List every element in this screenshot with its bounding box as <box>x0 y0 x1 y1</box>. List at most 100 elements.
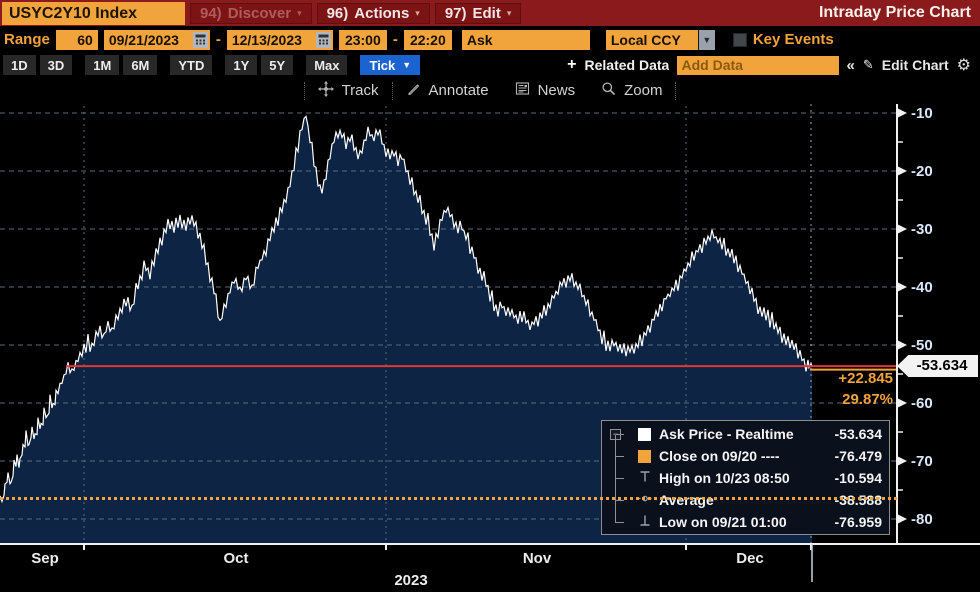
annotate-pencil-icon <box>406 81 421 100</box>
edit-chart-button[interactable]: Edit Chart <box>881 57 949 73</box>
chevron-down-icon: ▾ <box>506 7 512 18</box>
news-button[interactable]: News <box>502 81 589 100</box>
menu-label: Discover <box>227 4 292 22</box>
tab-period-3d[interactable]: 3D <box>39 55 73 75</box>
time-from-field[interactable]: 23:00 <box>338 29 387 50</box>
menu-discover[interactable]: 94) Discover ▾ <box>190 2 312 24</box>
menu-label: Actions <box>354 4 410 22</box>
y-axis-label: -10 <box>911 105 933 122</box>
chart-area: -10 -20 -30 -40 -50 -60 -70 -80 Sep Oct Nov Dec 2023… <box>0 104 980 592</box>
x-axis-month-label: Sep <box>31 550 59 567</box>
tab-period-6m[interactable]: 6M <box>123 55 158 75</box>
x-axis-month-label: Oct <box>223 550 248 567</box>
toolbar-divider <box>391 81 393 100</box>
related-data-button[interactable]: Related Data <box>584 57 669 73</box>
last-price-tag: -53.634 <box>897 355 978 377</box>
calendar-icon[interactable] <box>192 31 208 48</box>
gear-icon[interactable]: ⚙ <box>956 57 971 74</box>
legend-value: -53.634 <box>834 426 882 442</box>
y-tick-arrow-icon <box>897 398 907 408</box>
calendar-icon[interactable] <box>315 31 331 48</box>
menu-edit[interactable]: 97) Edit ▾ <box>434 2 522 24</box>
date-from-field[interactable]: 09/21/2023 <box>103 29 210 50</box>
date-to-field[interactable]: 12/13/2023 <box>226 29 333 50</box>
currency-value: Local CCY <box>605 29 698 50</box>
chevron-down-icon: ▼ <box>402 60 412 70</box>
legend-value: -76.959 <box>834 514 882 530</box>
currency-dropdown-button[interactable]: ▼ <box>697 29 715 50</box>
tab-period-1m[interactable]: 1M <box>85 55 120 75</box>
add-data-input[interactable] <box>676 55 839 75</box>
orange-swatch-icon <box>638 449 651 463</box>
tab-period-1d[interactable]: 1D <box>3 55 36 75</box>
toolbar-label: Track <box>341 82 379 99</box>
legend-row-low[interactable]: Low on 09/21 01:00 -76.959 <box>616 511 882 533</box>
chevron-down-icon: ▾ <box>415 7 420 18</box>
legend-label: High on 10/23 08:50 <box>659 470 790 486</box>
key-events-label: Key Events <box>752 31 834 48</box>
chart-toolbar: Track Annotate News Zoom <box>0 77 980 104</box>
date-from-value: 09/21/2023 <box>108 31 179 48</box>
annotate-button[interactable]: Annotate <box>393 81 502 100</box>
menu-number: 96) <box>326 4 349 22</box>
menu-label: Edit <box>472 4 501 22</box>
track-button[interactable]: Track <box>305 80 392 101</box>
legend-row-high[interactable]: High on 10/23 08:50 -10.594 <box>616 467 882 489</box>
y-axis-label: -20 <box>911 163 933 180</box>
zoom-button[interactable]: Zoom <box>588 81 675 100</box>
legend-label: Average <box>659 492 714 508</box>
toolbar-divider <box>303 81 305 100</box>
toolbar-label: Zoom <box>624 82 663 99</box>
high-marker-icon <box>638 469 652 488</box>
menu-number: 94) <box>200 4 222 22</box>
y-tick-arrow-icon <box>897 108 907 118</box>
legend-row-ask-price[interactable]: Ask Price - Realtime -53.634 <box>616 423 882 445</box>
tab-period-1y[interactable]: 1Y <box>225 55 258 75</box>
tab-period-ytd[interactable]: YTD <box>170 55 213 75</box>
legend-row-average[interactable]: Average -38.588 <box>616 489 882 511</box>
legend-tree-rail <box>615 435 616 523</box>
chart-actions: + Related Data « ✎ Edit Chart ⚙ <box>567 55 977 75</box>
close-price-dotted-line <box>0 497 897 500</box>
chevron-down-icon: ▾ <box>297 7 302 18</box>
security-field[interactable]: USYC2Y10 Index <box>2 1 185 25</box>
y-tick-arrow-icon <box>897 514 907 524</box>
chart-type-dropdown[interactable]: Tick ▼ <box>360 55 421 75</box>
toolbar-divider <box>675 81 677 100</box>
price-field-selector[interactable]: Ask <box>461 29 590 50</box>
time-to-field[interactable]: 22:20 <box>403 29 452 50</box>
legend-label: Close on 09/20 ---- <box>659 448 780 464</box>
x-axis-month-label: Nov <box>523 550 552 567</box>
y-tick-arrow-icon <box>897 166 907 176</box>
average-marker-icon <box>638 491 652 510</box>
y-axis-label: -30 <box>911 221 933 238</box>
tab-period-5y[interactable]: 5Y <box>261 55 294 75</box>
news-icon <box>515 81 530 100</box>
price-line <box>0 115 813 504</box>
y-tick-arrow-icon <box>897 456 907 466</box>
chart-legend: − Ask Price - Realtime -53.634 Close on … <box>601 420 890 535</box>
y-tick-arrow-icon <box>897 224 907 234</box>
y-axis-label: -40 <box>911 279 933 296</box>
plus-icon: + <box>567 56 577 73</box>
chevron-down-icon: ▼ <box>702 34 712 45</box>
y-axis-label: -50 <box>911 337 933 354</box>
tab-period-max[interactable]: Max <box>306 55 348 75</box>
menu-actions[interactable]: 96) Actions ▾ <box>316 2 430 24</box>
toolbar-label: News <box>537 82 576 99</box>
low-marker-icon <box>638 513 652 532</box>
chart-type-label: Tick <box>369 57 396 73</box>
time-separator: - <box>392 31 398 48</box>
range-value-field[interactable]: 60 <box>55 29 98 50</box>
currency-selector[interactable]: Local CCY ▼ <box>605 29 715 50</box>
legend-value: -38.588 <box>834 492 882 508</box>
crosshair-icon <box>317 80 334 101</box>
legend-row-close[interactable]: Close on 09/20 ---- -76.479 <box>616 445 882 467</box>
key-events-checkbox[interactable] <box>732 32 747 47</box>
y-tick-arrow-icon <box>897 340 907 350</box>
y-axis-label: -80 <box>911 511 933 528</box>
collapse-panel-icon[interactable]: « <box>846 56 855 74</box>
change-percent: 29.87% <box>842 391 893 408</box>
y-axis-label: -60 <box>911 395 933 412</box>
legend-value: -10.594 <box>834 470 882 486</box>
